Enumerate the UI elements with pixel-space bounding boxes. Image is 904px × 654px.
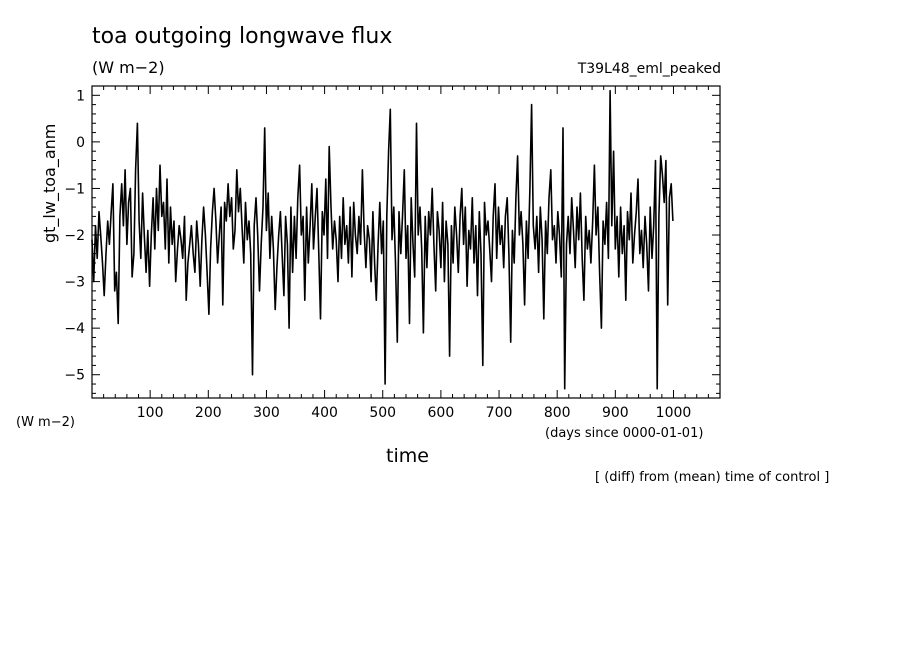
y-tick-label: 1 [76,88,85,104]
x-tick-label: 700 [486,405,513,421]
y-axis-units: (W m−2) [16,415,75,430]
series-line [91,89,674,390]
run-label: T39L48_eml_peaked [577,61,721,77]
x-tick-label: 500 [369,405,396,421]
plot-frame [91,85,721,399]
y-tick-label: −3 [64,275,85,291]
x-tick-label: 300 [253,405,280,421]
chart-title: toa outgoing longwave flux [92,24,393,49]
tick-labels: 100 200 300 400 500 600 700 800 900 1000 1 0 −1 −2 −3 −… [64,88,691,421]
y-tick-label: 0 [76,135,85,151]
chart-note: [ (diff) from (mean) time of control ] [595,470,830,485]
axis-ticks [92,85,720,398]
x-tick-label: 100 [137,405,164,421]
x-tick-label: 600 [428,405,455,421]
x-tick-label: 800 [544,405,571,421]
y-tick-label: −1 [64,181,85,197]
x-tick-label: 200 [195,405,222,421]
x-axis-label: time [386,445,429,467]
y-tick-label: −2 [64,228,85,244]
y-tick-label: −4 [64,321,85,337]
y-tick-label: −5 [64,368,85,384]
x-axis-units: (days since 0000-01-01) [545,426,704,441]
x-tick-label: 1000 [656,405,692,421]
x-tick-label: 900 [602,405,629,421]
x-tick-label: 400 [311,405,338,421]
chart-units: (W m−2) [92,58,165,77]
